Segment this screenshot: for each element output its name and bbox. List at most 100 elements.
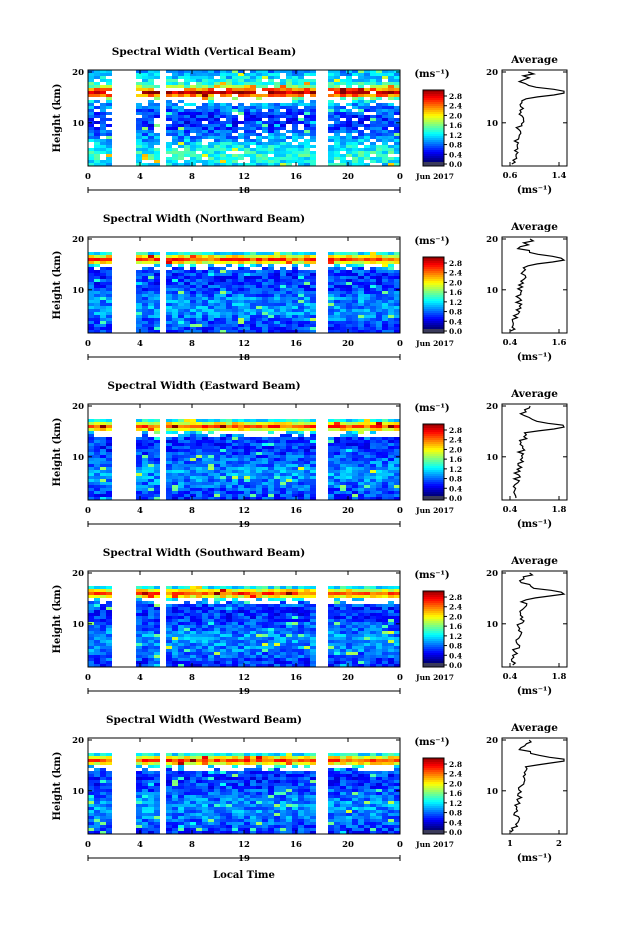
average-y-tick-label: 20 [486, 736, 498, 746]
colorbar-unit: (ms⁻¹) [414, 69, 449, 80]
colorbar-tick-label: 0.8 [449, 475, 462, 484]
average-y-tick-label: 10 [486, 119, 498, 129]
y-tick-label: 10 [72, 286, 84, 296]
x-tick-label: 0 [397, 339, 403, 349]
x-tick-label: 0 [85, 840, 91, 850]
y-tick-label: 20 [72, 569, 84, 579]
colorbar-tick-label: 0.4 [449, 818, 462, 827]
average-title: Average [510, 54, 558, 66]
y-axis-label: Height (km) [52, 251, 63, 320]
colorbar-tick-label: 1.6 [449, 622, 462, 631]
colorbar-tick-label: 0.0 [449, 661, 462, 670]
colorbar-unit: (ms⁻¹) [414, 570, 449, 581]
panel-1: Spectral Width (Vertical Beam)1020Height… [52, 46, 567, 196]
average-y-tick-label: 20 [486, 402, 498, 412]
x-tick-label: 4 [137, 172, 143, 182]
x-tick-label: 20 [342, 172, 354, 182]
colorbar-tick-label: 1.6 [449, 288, 462, 297]
colorbar-tick-label: 2.4 [449, 269, 462, 278]
y-axis-label: Height (km) [52, 418, 63, 487]
average-profile-line [512, 72, 564, 164]
y-tick-label: 20 [72, 235, 84, 245]
x-tick-label: 0 [85, 673, 91, 683]
average-y-tick-label: 10 [486, 453, 498, 463]
heatmap [88, 70, 400, 166]
panel-4: Spectral Width (Southward Beam)1020Heigh… [52, 547, 567, 697]
x-tick-label: 20 [342, 673, 354, 683]
x-tick-label: 8 [189, 506, 195, 516]
x-tick-label: 8 [189, 673, 195, 683]
heatmap [88, 586, 400, 667]
month-label: Jun 2017 [415, 339, 454, 348]
x-tick-label: 12 [238, 339, 250, 349]
average-x-tick-label: 0.4 [503, 505, 518, 515]
average-x-tick-label: 1 [507, 839, 513, 849]
colorbar-tick-label: 2.4 [449, 603, 462, 612]
x-tick-label: 8 [189, 339, 195, 349]
x-tick-label: 12 [238, 840, 250, 850]
average-x-axis-label: (ms⁻¹) [517, 352, 552, 363]
x-tick-label: 16 [290, 172, 302, 182]
colorbar-unit: (ms⁻¹) [414, 403, 449, 414]
colorbar-tick-label: 0.4 [449, 317, 462, 326]
average-title: Average [510, 221, 558, 233]
average-profile-line [511, 239, 565, 331]
colorbar-tick-label: 2.8 [449, 760, 462, 769]
month-label: Jun 2017 [415, 673, 454, 682]
colorbar-tick-label: 1.2 [449, 131, 462, 140]
colorbar-tick-label: 2.0 [449, 445, 462, 454]
x-tick-label: 12 [238, 673, 250, 683]
average-title: Average [510, 722, 558, 734]
x-tick-label: 20 [342, 506, 354, 516]
colorbar: (ms⁻¹)2.82.42.01.61.20.80.40.0 [414, 69, 462, 169]
colorbar: (ms⁻¹)2.82.42.01.61.20.80.40.0 [414, 737, 462, 837]
average-y-tick-label: 10 [486, 286, 498, 296]
average-title: Average [510, 388, 558, 400]
average-y-tick-label: 20 [486, 569, 498, 579]
colorbar-tick-label: 2.8 [449, 259, 462, 268]
x-tick-label: 16 [290, 339, 302, 349]
average-x-axis-label: (ms⁻¹) [517, 686, 552, 697]
average-x-axis-label: (ms⁻¹) [517, 185, 552, 196]
average-y-tick-label: 10 [486, 620, 498, 630]
colorbar-tick-label: 2.4 [449, 436, 462, 445]
x-tick-label: 12 [238, 506, 250, 516]
colorbar-tick-label: 0.0 [449, 828, 462, 837]
panel-2: Spectral Width (Northward Beam)1020Heigh… [52, 213, 567, 363]
date-label: 19 [238, 520, 250, 530]
average-x-tick-label: 0.4 [503, 672, 518, 682]
month-label: Jun 2017 [415, 506, 454, 515]
colorbar: (ms⁻¹)2.82.42.01.61.20.80.40.0 [414, 403, 462, 503]
y-tick-label: 10 [72, 119, 84, 129]
y-tick-label: 10 [72, 787, 84, 797]
colorbar-tick-label: 0.8 [449, 308, 462, 317]
average-profile-line [513, 406, 564, 498]
average-x-tick-label: 0.6 [503, 171, 518, 181]
colorbar-tick-label: 2.8 [449, 593, 462, 602]
y-tick-label: 10 [72, 620, 84, 630]
average-title: Average [510, 555, 558, 567]
colorbar-tick-label: 2.0 [449, 779, 462, 788]
date-label: 18 [238, 353, 250, 363]
colorbar-unit: (ms⁻¹) [414, 737, 449, 748]
colorbar-tick-label: 0.8 [449, 809, 462, 818]
colorbar-tick-label: 0.4 [449, 484, 462, 493]
x-tick-label: 0 [397, 840, 403, 850]
x-tick-label: 0 [397, 506, 403, 516]
x-tick-label: 16 [290, 840, 302, 850]
y-axis-label: Height (km) [52, 752, 63, 821]
y-axis-label: Height (km) [52, 84, 63, 153]
average-x-axis-label: (ms⁻¹) [517, 853, 552, 864]
colorbar: (ms⁻¹)2.82.42.01.61.20.80.40.0 [414, 236, 462, 336]
x-tick-label: 0 [85, 172, 91, 182]
average-y-tick-label: 10 [486, 787, 498, 797]
y-tick-label: 10 [72, 453, 84, 463]
x-tick-label: 0 [85, 506, 91, 516]
